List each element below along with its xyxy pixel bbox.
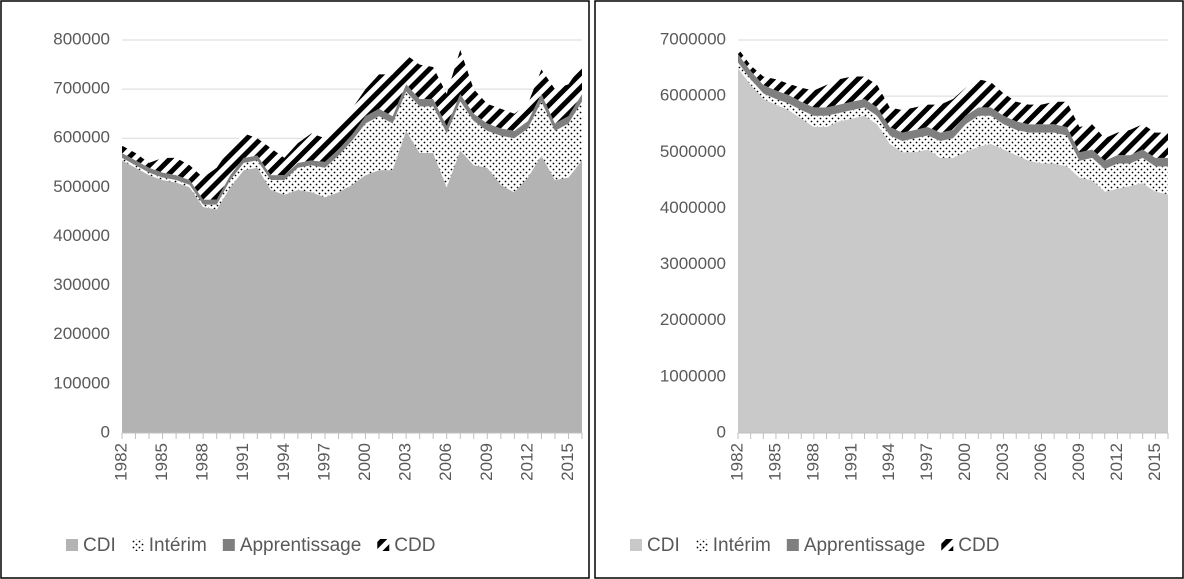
x-tick-label: 2000 bbox=[955, 443, 974, 481]
legend-label: Intérim bbox=[149, 535, 207, 556]
y-tick-label: 2000000 bbox=[660, 310, 726, 329]
area-0 bbox=[122, 130, 582, 433]
x-tick-label: 2009 bbox=[1069, 443, 1088, 481]
area-3 bbox=[122, 49, 582, 200]
y-tick-label: 1000000 bbox=[660, 366, 726, 385]
x-tick-label: 1988 bbox=[803, 443, 822, 481]
legend-label: Intérim bbox=[713, 535, 771, 556]
legend-label: CDD bbox=[394, 535, 435, 556]
x-tick-label: 2000 bbox=[355, 443, 374, 481]
legend-label: CDI bbox=[647, 535, 680, 556]
x-tick-label: 1985 bbox=[765, 443, 784, 481]
y-tick-label: 800000 bbox=[53, 29, 110, 48]
area-3 bbox=[738, 48, 1168, 161]
panel-border bbox=[0, 0, 590, 579]
legend-label: CDD bbox=[958, 535, 999, 556]
legend-label: CDI bbox=[83, 535, 116, 556]
legend-swatch bbox=[222, 539, 235, 551]
legend-label: Apprentissage bbox=[804, 535, 925, 556]
x-tick-label: 1994 bbox=[879, 443, 898, 481]
legend-swatch bbox=[630, 539, 642, 551]
y-tick-label: 400000 bbox=[53, 226, 110, 245]
x-tick-label: 2015 bbox=[1145, 443, 1164, 481]
x-tick-label: 1991 bbox=[841, 443, 860, 481]
y-tick-label: 0 bbox=[717, 422, 726, 441]
y-tick-label: 700000 bbox=[53, 79, 110, 98]
x-tick-label: 1994 bbox=[274, 443, 293, 481]
legend-swatch bbox=[66, 539, 78, 551]
y-tick-label: 7000000 bbox=[660, 29, 726, 48]
y-tick-label: 5000000 bbox=[660, 142, 726, 161]
area-0 bbox=[738, 68, 1168, 434]
x-tick-label: 2012 bbox=[1107, 443, 1126, 481]
area-1 bbox=[738, 62, 1168, 195]
x-tick-label: 1982 bbox=[727, 443, 746, 481]
y-tick-label: 600000 bbox=[53, 128, 110, 147]
y-tick-label: 3000000 bbox=[660, 254, 726, 273]
x-tick-label: 2003 bbox=[396, 443, 415, 481]
x-tick-label: 2006 bbox=[436, 443, 455, 481]
legend-swatch bbox=[941, 539, 954, 551]
y-tick-label: 0 bbox=[101, 422, 110, 441]
x-tick-label: 1982 bbox=[111, 443, 130, 481]
x-tick-label: 2012 bbox=[517, 443, 536, 481]
x-tick-label: 2003 bbox=[993, 443, 1012, 481]
legend-label: Apprentissage bbox=[240, 535, 361, 556]
area-1 bbox=[122, 91, 582, 210]
x-tick-label: 1991 bbox=[233, 443, 252, 481]
legend-swatch bbox=[131, 539, 144, 551]
area-2 bbox=[738, 54, 1168, 170]
x-tick-label: 2015 bbox=[558, 443, 577, 481]
panel-border bbox=[594, 0, 1184, 579]
y-tick-label: 200000 bbox=[53, 324, 110, 343]
x-tick-label: 1985 bbox=[152, 443, 171, 481]
x-tick-label: 2009 bbox=[477, 443, 496, 481]
x-tick-label: 1997 bbox=[917, 443, 936, 481]
legend-swatch bbox=[377, 539, 390, 551]
x-tick-label: 1988 bbox=[193, 443, 212, 481]
y-tick-label: 4000000 bbox=[660, 198, 726, 217]
legend-swatch bbox=[695, 539, 708, 551]
y-tick-label: 300000 bbox=[53, 275, 110, 294]
y-tick-label: 500000 bbox=[53, 177, 110, 196]
x-tick-label: 2006 bbox=[1031, 443, 1050, 481]
legend-swatch bbox=[786, 539, 799, 551]
x-tick-label: 1997 bbox=[314, 443, 333, 481]
y-tick-label: 6000000 bbox=[660, 86, 726, 105]
y-tick-label: 100000 bbox=[53, 373, 110, 392]
